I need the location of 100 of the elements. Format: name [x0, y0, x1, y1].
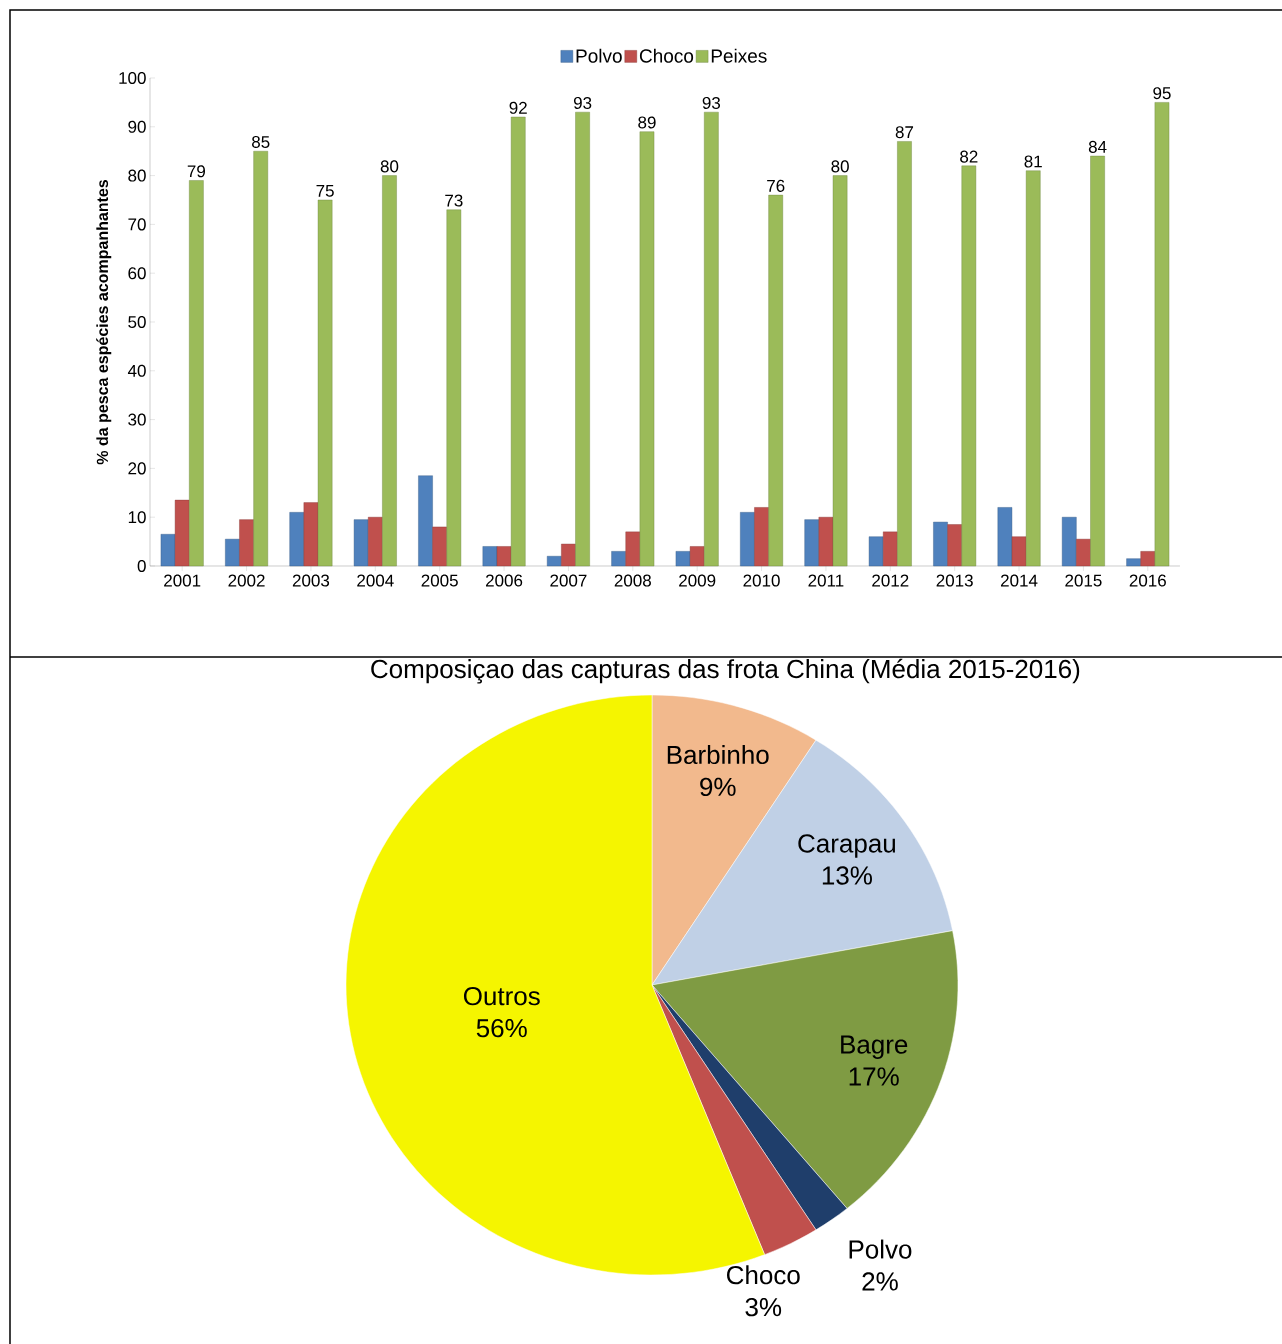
y-tick-label: 30 [128, 413, 146, 426]
bar [418, 475, 433, 567]
x-tick-label: 2002 [228, 574, 265, 587]
y-tick-label: 10 [128, 511, 146, 524]
slice-label: Polvo [849, 1239, 912, 1259]
data-label: 95 [1153, 87, 1171, 100]
bar [961, 165, 977, 567]
bar [482, 546, 498, 567]
bar [883, 531, 898, 567]
x-tick-label: 2015 [1065, 574, 1102, 587]
data-label: 13% [822, 866, 872, 885]
y-tick-label: 50 [128, 315, 146, 329]
legend-label: Polvo [576, 48, 622, 63]
slice-label: Carapau [798, 834, 896, 858]
bar [933, 521, 948, 567]
data-label: 87 [895, 126, 914, 139]
bar [189, 180, 204, 567]
bar [804, 519, 820, 567]
x-tick-label: 2009 [679, 574, 716, 587]
x-tick-label: 2010 [743, 574, 780, 587]
bar [510, 116, 526, 567]
slice-label: Barbinho [667, 745, 769, 765]
bar [625, 531, 641, 567]
bar [575, 111, 590, 567]
y-tick-label: 80 [128, 169, 146, 182]
x-tick-label: 2007 [550, 574, 587, 587]
bar [1126, 558, 1141, 567]
bar [947, 524, 962, 567]
data-label: 93 [573, 96, 592, 109]
legend-label: Peixes [711, 48, 767, 63]
bar [353, 519, 369, 567]
y-axis-title: % da pesca espécies acompanhantes [96, 179, 112, 465]
y-tick-label: 60 [128, 267, 146, 280]
bar [160, 534, 176, 567]
data-label: 84 [1088, 140, 1107, 153]
bar [1140, 551, 1156, 567]
bar [496, 546, 512, 567]
y-tick-label: 70 [128, 218, 146, 231]
bar [368, 516, 383, 567]
slice-label: Choco [726, 1265, 800, 1285]
data-label: 73 [445, 194, 463, 207]
bar [704, 111, 719, 567]
bar [768, 194, 783, 567]
data-label: 79 [187, 165, 205, 178]
x-tick-label: 2013 [936, 574, 973, 587]
bar [868, 536, 884, 567]
data-label: 85 [252, 135, 270, 148]
data-label: 2% [862, 1272, 898, 1291]
data-label: 82 [960, 150, 978, 163]
bar [997, 507, 1013, 567]
x-tick-label: 2005 [421, 574, 458, 587]
chart-title: Composiçao das capturas das frota China (Média 2015-2016) [371, 658, 1080, 684]
x-tick-label: 2004 [357, 574, 394, 587]
bar [1061, 516, 1077, 567]
data-label: 93 [702, 96, 721, 109]
y-tick-label: 90 [128, 120, 146, 133]
data-label: 3% [745, 1297, 782, 1317]
bar [754, 507, 769, 567]
data-label: 75 [316, 184, 334, 197]
x-tick-label: 2011 [808, 574, 844, 587]
data-label: 17% [849, 1067, 899, 1086]
x-tick-label: 2003 [292, 574, 330, 587]
bar [225, 538, 240, 567]
x-tick-label: 2014 [1001, 574, 1038, 587]
legend-label: Choco [639, 48, 694, 63]
bar [689, 546, 705, 567]
bar [897, 141, 912, 567]
bar [303, 502, 319, 567]
bar [174, 499, 190, 567]
bar [1090, 155, 1105, 567]
bar [1154, 102, 1170, 567]
x-tick-label: 2001 [164, 574, 201, 587]
x-tick-label: 2012 [872, 574, 909, 587]
bar [239, 519, 254, 567]
bar [832, 175, 848, 567]
data-label: 9% [700, 777, 736, 797]
y-tick-label: 0 [137, 559, 146, 573]
y-tick-label: 20 [128, 462, 146, 475]
bar [1011, 536, 1027, 567]
x-tick-label: 2016 [1129, 574, 1166, 587]
bar [382, 175, 397, 567]
data-label: 92 [509, 101, 527, 114]
data-label: 56% [476, 1018, 527, 1038]
data-label: 81 [1024, 155, 1042, 168]
bar [740, 512, 755, 567]
x-tick-label: 2008 [614, 574, 651, 587]
bar [611, 551, 626, 567]
bar [432, 526, 447, 567]
y-tick-label: 100 [119, 71, 146, 85]
bar [446, 209, 462, 567]
bar [561, 543, 576, 567]
bar [818, 516, 834, 567]
bar [289, 512, 305, 567]
slice-label: Bagre [841, 1035, 908, 1059]
slice-label: Outros [463, 986, 540, 1006]
bar [546, 556, 562, 567]
bar [1076, 538, 1091, 567]
bar [317, 199, 333, 567]
bar [675, 551, 691, 567]
data-label: 89 [638, 116, 656, 129]
